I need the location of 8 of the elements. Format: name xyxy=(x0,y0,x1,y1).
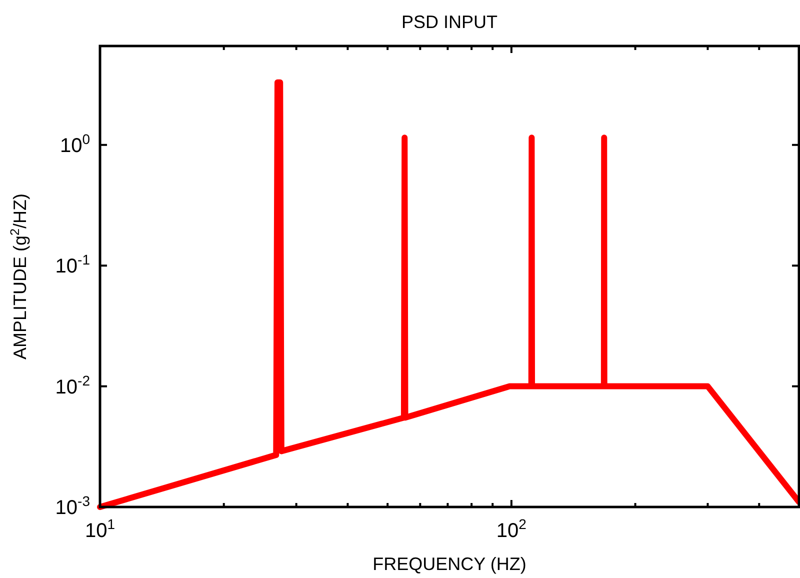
chart-title: PSD INPUT xyxy=(401,12,498,32)
x-tick-label: 10$^{2}$ xyxy=(496,516,527,542)
y-tick-label: 10$^{-2}$ xyxy=(55,372,90,398)
y-tick-label: 10$^{0}$ xyxy=(60,130,90,157)
y-tick-label: 10$^{-3}$ xyxy=(55,493,90,519)
x-tick-label: 10$^{1}$ xyxy=(84,516,116,542)
y-tick-label: 10$^{-1}$ xyxy=(55,252,90,278)
x-axis-title: FREQUENCY (HZ) xyxy=(372,554,526,574)
